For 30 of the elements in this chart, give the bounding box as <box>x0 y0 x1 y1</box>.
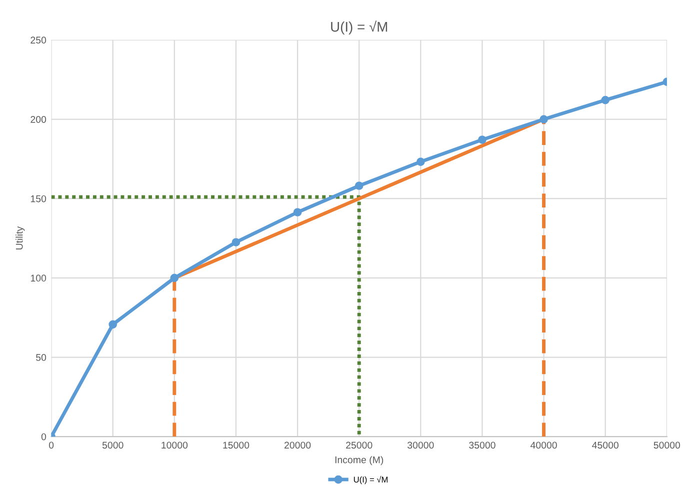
y-tick-label: 0 <box>41 433 46 440</box>
point <box>293 208 302 216</box>
legend-label: U(I) = √M <box>354 476 388 484</box>
point <box>232 238 240 246</box>
x-tick-label: 50000 <box>654 442 680 449</box>
y-tick-label: 150 <box>30 195 46 202</box>
x-tick-label: 35000 <box>469 442 496 449</box>
x-tick-label: 10000 <box>162 442 188 449</box>
x-axis-title: Income (M) <box>335 456 384 466</box>
y-tick-label: 100 <box>30 274 46 282</box>
x-tick-label: 5000 <box>102 442 124 449</box>
y-axis-title: Utility <box>16 226 25 250</box>
y-tick-label: 200 <box>30 116 46 123</box>
x-tick-label: 30000 <box>408 442 434 449</box>
x-tick-label: 40000 <box>530 442 557 449</box>
point <box>170 274 179 282</box>
y-tick-label: 250 <box>30 36 46 44</box>
point <box>354 182 364 190</box>
point <box>601 96 610 104</box>
point <box>540 115 548 124</box>
y-tick-label: 50 <box>36 354 46 361</box>
point <box>416 158 425 166</box>
point <box>478 136 486 144</box>
point <box>108 320 118 329</box>
x-tick-label: 0 <box>48 442 54 449</box>
x-tick-label: 25000 <box>346 442 372 449</box>
x-tick-label: 20000 <box>284 442 311 449</box>
x-tick-label: 15000 <box>223 442 250 449</box>
x-tick-label: 45000 <box>592 442 618 449</box>
chart-title: U(I) = √M <box>331 20 388 34</box>
